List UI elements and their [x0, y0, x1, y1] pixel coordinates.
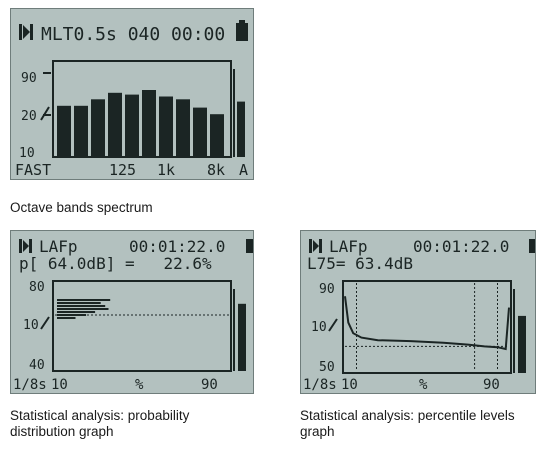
probability-mode: LAFp: [39, 237, 78, 256]
probability-row-3: [57, 308, 109, 310]
octave-bars: [57, 90, 224, 157]
octave-bar-500: [125, 94, 139, 156]
probability-ytick-top: 80: [29, 280, 45, 295]
percentile-curve: [344, 296, 510, 351]
octave-header: MLT0.5s 040 00:00: [41, 24, 225, 45]
probability-row-1: [57, 302, 101, 304]
percentile-ytick-bottom: 50: [319, 360, 335, 375]
probability-caption-line1: Statistical analysis: probability: [10, 408, 190, 423]
octave-freq-label-125: 125: [109, 161, 136, 179]
probability-row-0: [57, 299, 111, 301]
octave-ytick-mid: 20: [21, 109, 37, 124]
percentile-caption-line2: graph: [300, 424, 335, 439]
octave-bar-16k: [210, 114, 224, 157]
octave-bar-2k: [159, 96, 173, 156]
probability-caption-line2: distribution graph: [10, 424, 114, 439]
percentile-markers: [345, 283, 509, 371]
probability-row-6: [57, 317, 76, 319]
probability-ytick-bottom: 40: [29, 358, 45, 373]
battery-icon: [529, 239, 535, 253]
probability-xtick-right: 90: [201, 377, 218, 393]
octave-spectrum-screen: MLT0.5s 040 00:00 90 20 10 FAST 125 1k 8…: [10, 8, 254, 180]
octave-weight-label: A: [239, 161, 248, 179]
percentile-rate-label: 1/8s: [303, 377, 337, 393]
percentile-ytick-top: 90: [319, 282, 335, 297]
probability-histogram: [57, 299, 111, 319]
play-pause-icon: [309, 239, 322, 253]
probability-ytick-mid: 10: [23, 318, 39, 333]
play-pause-icon: [19, 239, 32, 253]
battery-icon: [246, 239, 253, 253]
percentile-xtick-left: 10: [341, 377, 358, 393]
percentile-caption-line1: Statistical analysis: percentile levels: [300, 408, 515, 423]
percentile-tick-mark: [328, 318, 338, 332]
octave-ytick-top: 90: [21, 71, 37, 86]
probability-row-2: [57, 305, 106, 307]
percentile-mode: LAFp: [329, 237, 368, 256]
octave-bar-8k: [193, 107, 207, 156]
percentile-screen: LAFp 00:01:22.0 L75= 63.4dB 90 10 50 1/8…: [300, 230, 536, 394]
probability-x-unit: %: [135, 377, 144, 393]
octave-overall-scale: [233, 69, 235, 157]
probability-caption: Statistical analysis: probability distri…: [10, 408, 189, 440]
percentile-time: 00:01:22.0: [413, 237, 509, 256]
percentile-x-unit: %: [419, 377, 428, 393]
probability-row-4: [57, 311, 96, 313]
octave-bar-31.5: [57, 105, 71, 156]
octave-ytick-bottom: 10: [19, 146, 35, 161]
percentile-overall-bar: [518, 315, 526, 373]
probability-readout: p[ 64.0dB] = 22.6%: [19, 254, 212, 273]
octave-bar-125: [91, 99, 105, 156]
octave-freq-label-1k: 1k: [157, 161, 175, 179]
octave-bar-63: [74, 105, 88, 156]
octave-freq-label-8k: 8k: [207, 161, 225, 179]
octave-bar-1k: [142, 90, 156, 156]
octave-mode-label: FAST: [15, 161, 51, 179]
probability-overall-scale: [233, 289, 235, 371]
octave-plot-frame: [52, 60, 232, 158]
probability-time: 00:01:22.0: [129, 237, 225, 256]
probability-xtick-left: 10: [51, 377, 68, 393]
octave-caption: Octave bands spectrum: [10, 200, 153, 215]
octave-bar-4k: [176, 99, 190, 156]
percentile-caption: Statistical analysis: percentile levels …: [300, 408, 515, 440]
percentile-plot-frame: [342, 280, 512, 374]
probability-rate-label: 1/8s: [13, 377, 47, 393]
play-pause-icon: [19, 24, 33, 40]
probability-plot-frame: [52, 280, 232, 372]
percentile-ytick-mid: 10: [311, 320, 327, 335]
octave-tick-marks: [40, 72, 51, 121]
probability-tick-mark: [40, 316, 50, 330]
probability-overall-bar: [238, 303, 246, 371]
probability-screen: LAFp 00:01:22.0 p[ 64.0dB] = 22.6% 80 10…: [10, 230, 254, 394]
octave-overall-bar: [237, 101, 245, 157]
octave-bar-250: [108, 92, 122, 156]
percentile-overall-scale: [513, 289, 515, 373]
percentile-xtick-right: 90: [483, 377, 500, 393]
percentile-readout: L75= 63.4dB: [307, 254, 413, 273]
battery-icon: [236, 20, 248, 41]
